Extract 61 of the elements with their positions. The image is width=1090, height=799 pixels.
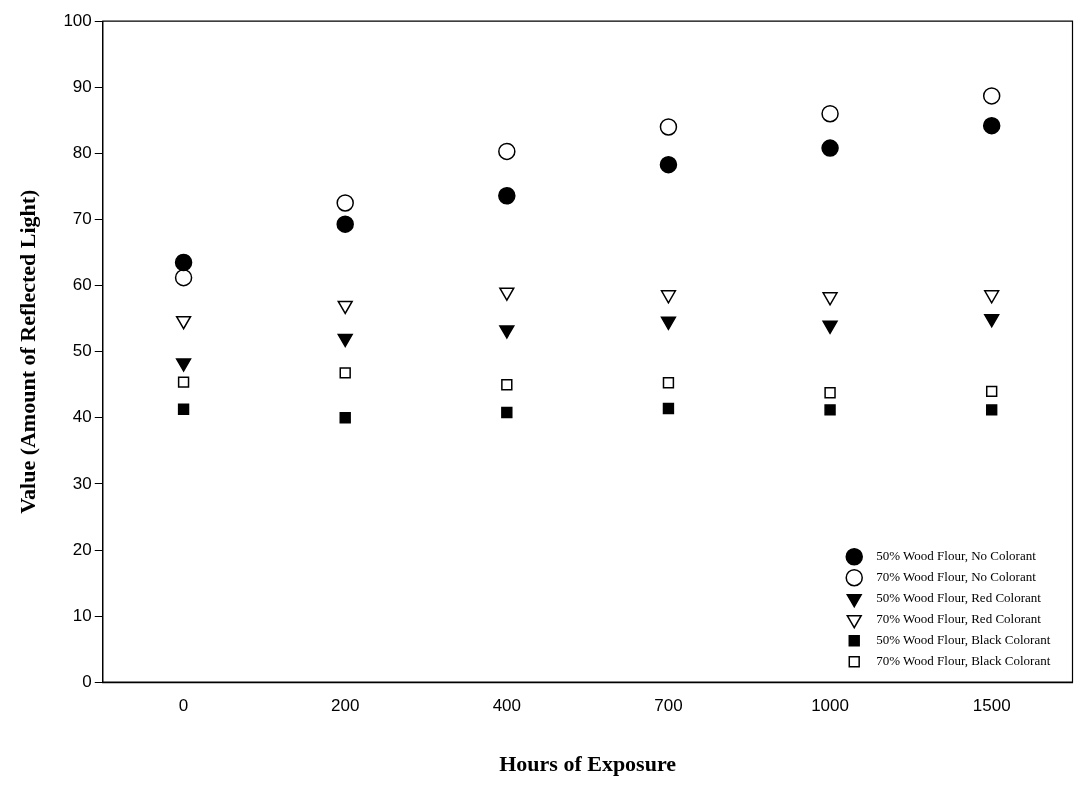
x-tick-label: 1500 bbox=[972, 696, 1011, 716]
y-tick-label: 10 bbox=[72, 605, 92, 625]
point bbox=[501, 379, 513, 391]
point bbox=[822, 320, 838, 335]
y-tick-label: 50 bbox=[72, 341, 92, 361]
legend-label: 50% Wood Flour, Red Colorant bbox=[876, 590, 1042, 606]
point bbox=[822, 292, 838, 306]
y-axis-title: Value (Amount of Reflected Light) bbox=[14, 189, 40, 514]
y-tick-label: 0 bbox=[82, 671, 92, 691]
point bbox=[662, 377, 675, 389]
point bbox=[985, 385, 998, 398]
point bbox=[339, 367, 351, 379]
y-tick-label: 100 bbox=[63, 10, 92, 30]
y-tick-label: 20 bbox=[72, 539, 92, 559]
point bbox=[498, 186, 516, 205]
point bbox=[824, 404, 836, 416]
y-tick-label: 60 bbox=[72, 275, 92, 295]
point bbox=[984, 290, 1000, 304]
point bbox=[174, 253, 193, 272]
y-tick-label: 40 bbox=[72, 407, 92, 427]
point bbox=[177, 403, 190, 415]
point bbox=[337, 333, 353, 348]
x-tick-label: 200 bbox=[331, 696, 360, 716]
legend-label: 70% Wood Flour, Black Colorant bbox=[876, 653, 1051, 669]
point bbox=[175, 358, 192, 372]
legend-label: 50% Wood Flour, Black Colorant bbox=[876, 632, 1051, 648]
point bbox=[985, 404, 998, 416]
legend-label: 70% Wood Flour, No Colorant bbox=[876, 569, 1037, 585]
point bbox=[821, 104, 839, 123]
point bbox=[982, 116, 1001, 135]
point bbox=[662, 402, 675, 415]
x-axis-title: Hours of Exposure bbox=[499, 751, 677, 777]
point bbox=[659, 155, 678, 174]
x-tick-label: 700 bbox=[654, 696, 683, 716]
point bbox=[499, 287, 515, 301]
point bbox=[501, 406, 513, 419]
point bbox=[660, 290, 677, 304]
point bbox=[659, 118, 678, 136]
point bbox=[499, 325, 515, 339]
point bbox=[336, 215, 354, 233]
point bbox=[498, 142, 516, 161]
legend-label: 70% Wood Flour, Red Colorant bbox=[876, 611, 1042, 627]
point bbox=[337, 300, 353, 315]
point bbox=[177, 376, 190, 388]
point bbox=[821, 139, 839, 157]
point bbox=[175, 315, 192, 330]
x-tick-label: 1000 bbox=[811, 696, 849, 716]
point bbox=[984, 313, 1000, 328]
y-tick-label: 30 bbox=[72, 473, 92, 493]
y-tick-label: 90 bbox=[72, 76, 92, 96]
point bbox=[336, 194, 354, 212]
x-tick-label: 0 bbox=[178, 696, 189, 716]
y-tick-label: 70 bbox=[72, 209, 92, 229]
point bbox=[339, 412, 351, 424]
point bbox=[660, 316, 677, 331]
legend-label: 50% Wood Flour, No Colorant bbox=[876, 548, 1037, 564]
point bbox=[174, 268, 193, 287]
y-tick-label: 80 bbox=[72, 143, 92, 163]
point bbox=[824, 386, 836, 399]
x-tick-label: 400 bbox=[492, 696, 522, 716]
point bbox=[982, 87, 1001, 105]
